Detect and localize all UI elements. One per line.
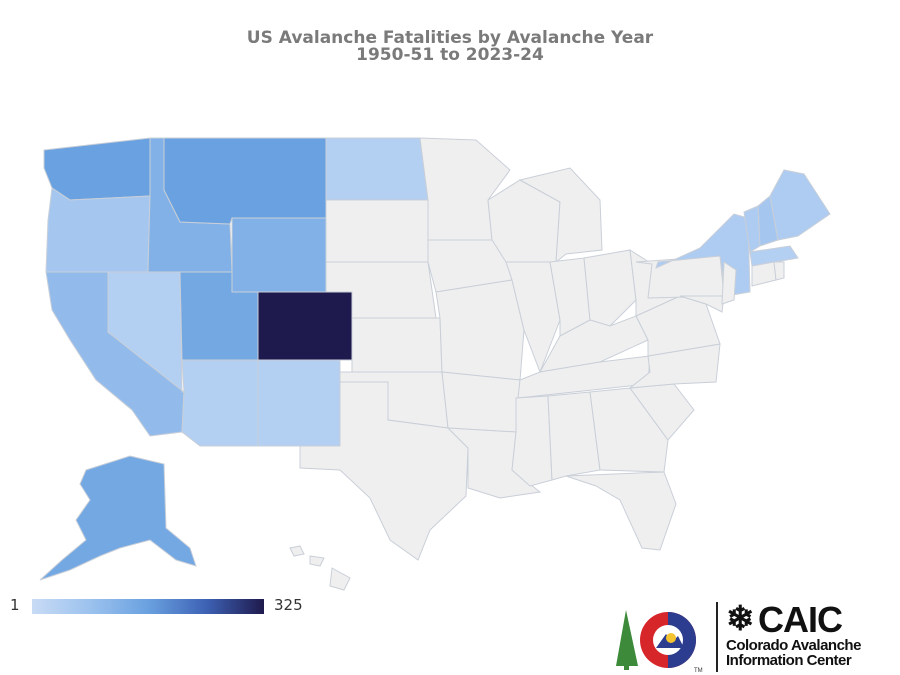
state-oregon[interactable] <box>45 187 151 273</box>
state-mississippi[interactable] <box>511 395 553 487</box>
logo-divider <box>716 602 718 672</box>
state-ohio[interactable] <box>583 249 637 327</box>
state-arizona[interactable] <box>181 359 259 447</box>
state-georgia[interactable] <box>589 387 669 473</box>
state-kentucky[interactable] <box>539 315 649 373</box>
state-connecticut[interactable] <box>751 261 777 287</box>
chart-title-line2: 1950-51 to 2023-24 <box>356 45 544 65</box>
state-hawaii[interactable] <box>289 545 351 591</box>
state-florida[interactable] <box>565 471 677 551</box>
state-new-jersey[interactable] <box>721 261 737 305</box>
state-south-dakota[interactable] <box>325 199 429 263</box>
state-maine[interactable] <box>769 169 831 241</box>
caic-acronym: CAIC <box>758 599 843 640</box>
state-arkansas[interactable] <box>441 371 521 433</box>
state-missouri[interactable] <box>435 279 525 381</box>
caic-name-line2: Information Center <box>726 652 852 669</box>
state-massachusetts[interactable] <box>749 245 799 267</box>
trademark-mark: TM <box>694 668 703 674</box>
state-washington[interactable] <box>43 137 151 201</box>
state-maryland[interactable] <box>679 295 725 313</box>
caic-logo-text: ❄ CAIC Colorado Avalanche Information Cen… <box>726 602 861 669</box>
state-michigan[interactable] <box>518 167 603 264</box>
state-wyoming[interactable] <box>231 217 327 293</box>
chart-title: US Avalanche Fatalities by Avalanche Yea… <box>0 30 900 64</box>
state-new-mexico[interactable] <box>257 359 341 447</box>
state-north-dakota[interactable] <box>325 137 429 201</box>
tree-icon <box>616 610 638 666</box>
caic-name-line1: Colorado Avalanche <box>726 637 861 654</box>
caic-acronym-row: ❄ CAIC <box>726 602 861 638</box>
state-shapes <box>39 137 831 591</box>
state-rhode-island[interactable] <box>773 261 785 281</box>
state-kansas[interactable] <box>351 317 443 373</box>
legend-min-label: 1 <box>10 596 20 614</box>
state-colorado[interactable] <box>257 291 353 361</box>
snowflake-icon: ❄ <box>726 600 755 638</box>
chart-title-line1: US Avalanche Fatalities by Avalanche Yea… <box>246 28 654 48</box>
state-texas[interactable] <box>299 381 469 561</box>
legend-max-label: 325 <box>274 596 303 614</box>
state-alaska[interactable] <box>39 455 197 581</box>
legend-color-scale <box>32 599 264 614</box>
state-montana[interactable] <box>163 137 327 225</box>
caic-logo: TM <box>616 602 718 674</box>
state-alabama[interactable] <box>547 391 601 481</box>
